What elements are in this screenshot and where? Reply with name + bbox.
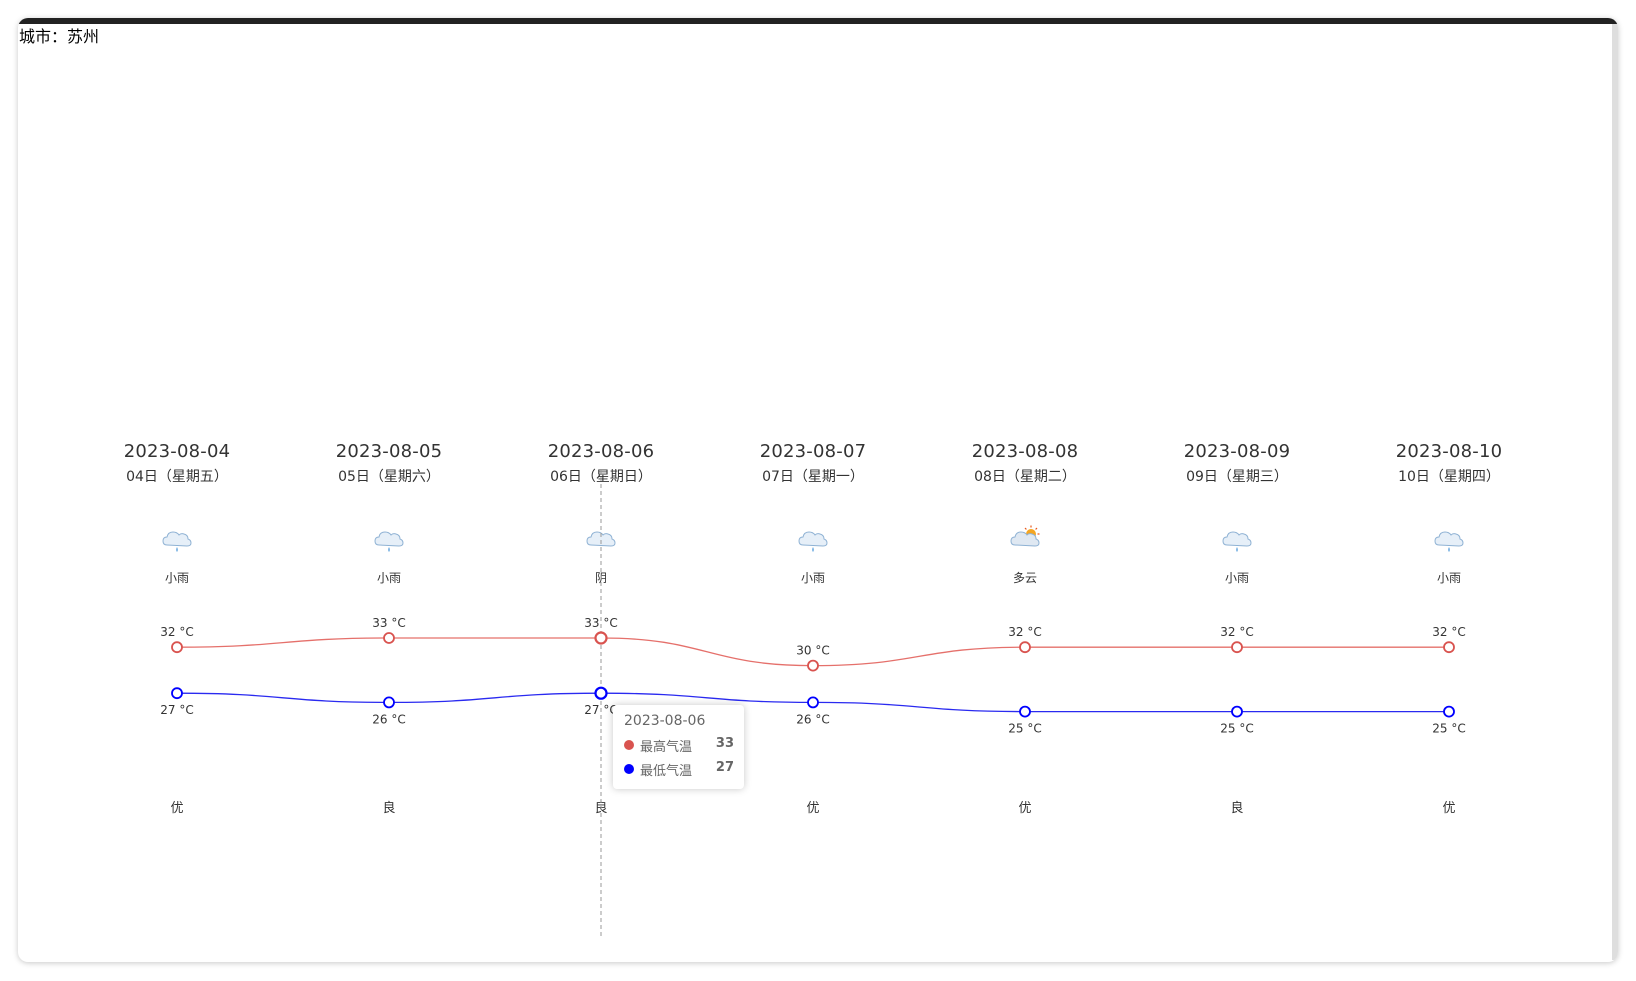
low-temp-point [1019, 705, 1031, 718]
date-label: 2023-08-09 [1183, 441, 1291, 462]
tooltip-low-name: 最低气温 [640, 764, 693, 779]
high-temp-point [1019, 641, 1031, 654]
high-temp-data-label: 30 °C [796, 644, 829, 658]
low-temp-point [171, 687, 183, 700]
weekday-label: 09日（星期三） [1186, 469, 1288, 485]
low-temp-point [383, 696, 395, 709]
light-rain-icon [371, 525, 407, 555]
low-temp-data-label: 27 °C [160, 703, 193, 717]
window-scrollbar[interactable] [1612, 24, 1618, 960]
tooltip-row-high: 最高气温 33 [624, 736, 734, 755]
date-column: 2023-08-10 10日（星期四） [1349, 441, 1549, 486]
low-temp-point [594, 686, 608, 700]
weekday-label: 10日（星期四） [1398, 469, 1500, 485]
weather-text: 多云 [1012, 571, 1037, 585]
chart-window: 城市：苏州 [18, 18, 1618, 962]
date-label: 2023-08-08 [971, 441, 1079, 462]
partly-cloudy-icon [1007, 525, 1043, 555]
low-temp-data-label: 25 °C [1432, 722, 1465, 736]
tooltip-high-name: 最高气温 [640, 740, 693, 755]
low-temp-data-label: 25 °C [1008, 722, 1041, 736]
date-column: 2023-08-05 05日（星期六） [289, 441, 489, 486]
air-quality-label: 优 [806, 801, 820, 816]
window-top-bar [18, 18, 1618, 24]
weather-text: 小雨 [800, 571, 825, 585]
light-rain-icon [1219, 525, 1255, 555]
low-temp-data-label: 25 °C [1220, 722, 1253, 736]
high-temp-point [807, 659, 819, 672]
low-temp-data-label: 26 °C [796, 712, 829, 726]
date-column: 2023-08-09 09日（星期三） [1137, 441, 1337, 486]
low-temp-data-label: 26 °C [372, 712, 405, 726]
high-temp-data-label: 33 °C [584, 616, 617, 630]
weather-text: 小雨 [1224, 571, 1249, 585]
date-label: 2023-08-10 [1395, 441, 1503, 462]
tooltip-high-dot [624, 740, 634, 750]
date-column: 2023-08-07 07日（星期一） [713, 441, 913, 486]
tooltip-low-value: 27 [715, 760, 734, 775]
low-temp-data-label: 27 °C [584, 703, 617, 717]
weekday-label: 07日（星期一） [762, 469, 864, 485]
date-label: 2023-08-06 [547, 441, 655, 462]
weekday-label: 05日（星期六） [338, 469, 440, 485]
air-quality-label: 良 [382, 801, 396, 816]
date-column: 2023-08-08 08日（星期二） [925, 441, 1125, 486]
tooltip-high-value: 33 [715, 736, 734, 751]
light-rain-icon [1431, 525, 1467, 555]
date-column: 2023-08-04 04日（星期五） [77, 441, 277, 486]
weather-text: 小雨 [1436, 571, 1461, 585]
weekday-label: 08日（星期二） [974, 469, 1076, 485]
high-temp-point [383, 632, 395, 644]
low-temp-point [807, 696, 819, 709]
air-quality-label: 优 [1018, 801, 1032, 816]
weekday-label: 04日（星期五） [126, 469, 228, 485]
date-label: 2023-08-07 [759, 441, 867, 462]
low-temp-point [1231, 705, 1243, 718]
weather-text: 小雨 [376, 571, 401, 585]
high-temp-data-label: 32 °C [1008, 625, 1041, 639]
high-temp-data-label: 32 °C [1220, 625, 1253, 639]
high-temp-data-label: 32 °C [1432, 625, 1465, 639]
air-quality-label: 优 [1442, 801, 1456, 816]
light-rain-icon [159, 525, 195, 555]
high-temp-point [1443, 641, 1455, 654]
high-temp-point [171, 641, 183, 654]
weather-text: 小雨 [164, 571, 189, 585]
air-quality-label: 良 [1230, 801, 1244, 816]
overcast-icon [583, 525, 619, 555]
tooltip-row-low: 最低气温 27 [624, 760, 734, 779]
high-temp-point [594, 631, 608, 645]
chart-tooltip: 2023-08-06 最高气温 33 最低气温 27 [613, 705, 744, 789]
tooltip-low-dot [624, 764, 634, 774]
air-quality-label: 优 [170, 801, 184, 816]
high-temp-data-label: 32 °C [160, 625, 193, 639]
high-temp-data-label: 33 °C [372, 616, 405, 630]
high-temp-point [1231, 641, 1243, 654]
date-label: 2023-08-05 [335, 441, 443, 462]
city-label: 城市：苏州 [19, 29, 100, 46]
low-temp-point [1443, 705, 1455, 718]
light-rain-icon [795, 525, 831, 555]
date-label: 2023-08-04 [123, 441, 231, 462]
tooltip-title: 2023-08-06 [624, 713, 706, 729]
